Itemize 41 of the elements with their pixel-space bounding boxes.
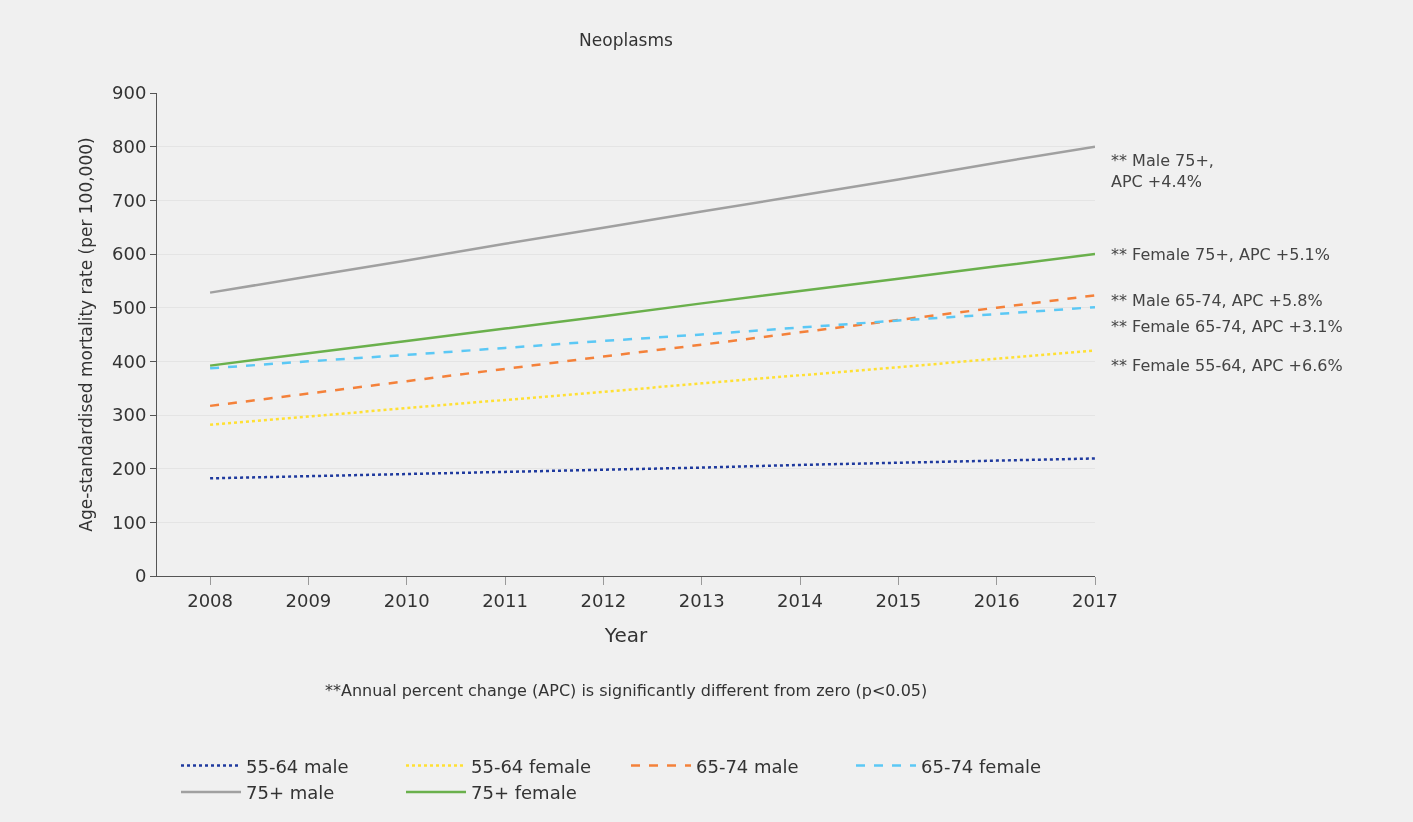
y-tick-label: 800: [112, 135, 147, 157]
legend-label: 75+ male: [246, 781, 335, 803]
x-tick-label: 2016: [973, 589, 1020, 611]
x-tick-label: 2011: [482, 589, 528, 611]
legend-label: 75+ female: [471, 781, 577, 803]
x-tick-label: 2010: [383, 589, 430, 611]
x-tick-label: 2013: [678, 589, 725, 611]
legend-label: 65-74 female: [921, 755, 1042, 777]
y-tick-label: 0: [134, 565, 147, 587]
text: ** Female 55-64, APC +6.6%: [1111, 356, 1343, 375]
text: **Annual percent change (APC) is significantly different from zero (p<0.05): [325, 681, 928, 700]
x-tick-label: 2012: [580, 589, 627, 611]
y-tick-label: 900: [112, 82, 147, 104]
line-series: [208, 252, 1095, 367]
y-tick-label: 200: [112, 457, 147, 479]
text: ** Female 75+, APC +5.1%: [1111, 245, 1330, 264]
x-tick-label: 2015: [875, 589, 922, 611]
y-axis-title: Age-standardised mortality rate (per 100,000): [75, 137, 96, 532]
y-tick-label: 700: [112, 189, 147, 211]
text: ** Male 75+, APC +4.4%: [1111, 151, 1214, 191]
x-axis-title: Year: [603, 623, 648, 648]
text: ** Male 65-74, APC +5.8%: [1111, 291, 1323, 310]
x-tick-label: 2017: [1072, 589, 1118, 611]
y-tick-label: 400: [112, 350, 147, 372]
legend-label: 65-74 male: [696, 755, 799, 777]
y-tick-label: 500: [112, 296, 147, 318]
line-series: [208, 294, 1095, 408]
line-series: [208, 457, 1095, 480]
line-series: [208, 145, 1095, 294]
legend-label: 55-64 female: [471, 755, 592, 777]
y-tick-label: 300: [112, 404, 147, 426]
x-tick-label: 2008: [187, 589, 233, 611]
y-tick-label: 600: [112, 243, 147, 265]
y-tick-label: 100: [112, 511, 147, 533]
x-tick-label: 2009: [285, 589, 332, 611]
line-series: [208, 305, 1095, 370]
text: ** Female 65-74, APC +3.1%: [1111, 317, 1343, 336]
line-series: [208, 349, 1095, 426]
x-tick-label: 2014: [777, 589, 823, 611]
chart-title: Neoplasms: [579, 29, 674, 50]
legend-label: 55-64 male: [246, 755, 349, 777]
